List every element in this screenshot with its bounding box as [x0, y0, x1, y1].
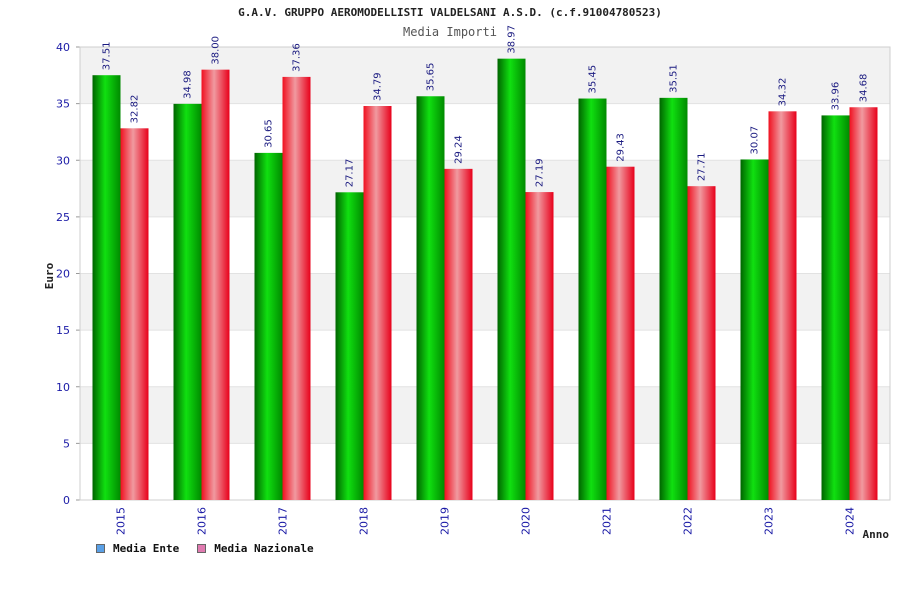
- x-tick-label: 2016: [196, 507, 209, 535]
- y-tick-label: 15: [56, 324, 70, 337]
- y-tick-label: 40: [56, 41, 70, 54]
- bar-media-ente-2021: [578, 98, 607, 500]
- legend-label-media-ente: Media Ente: [113, 542, 180, 555]
- y-tick-label: 5: [63, 437, 70, 450]
- y-axis-label: Euro: [43, 262, 56, 289]
- bar-media-nazionale-2023: [768, 111, 797, 501]
- legend-item-media-nazionale: Media Nazionale: [197, 542, 314, 555]
- bar-media-nazionale-2017: [282, 76, 311, 500]
- bar-media-nazionale-2018: [363, 106, 392, 501]
- chart-title: G.A.V. GRUPPO AEROMODELLISTI VALDELSANI …: [238, 6, 662, 19]
- bar-media-ente-2022: [659, 97, 688, 501]
- legend-label-media-nazionale: Media Nazionale: [214, 542, 314, 555]
- x-tick-label: 2015: [115, 507, 128, 535]
- legend: Media Ente Media Nazionale: [96, 542, 314, 555]
- x-axis-label: Anno: [863, 528, 890, 541]
- y-tick-label: 0: [63, 494, 70, 507]
- data-label: 30.65: [264, 119, 275, 148]
- x-tick-label: 2024: [844, 507, 857, 535]
- chart-subtitle: Media Importi: [403, 25, 497, 39]
- data-label: 27.71: [697, 153, 708, 182]
- legend-swatch-media-nazionale: [197, 544, 207, 553]
- legend-swatch-media-ente: [96, 544, 105, 553]
- data-label: 35.51: [669, 64, 680, 93]
- x-tick-label: 2019: [439, 507, 452, 535]
- data-label: 34.32: [778, 78, 789, 107]
- data-label: 37.51: [102, 42, 113, 71]
- x-tick-label: 2023: [763, 507, 776, 535]
- bar-media-ente-2024: [821, 115, 850, 500]
- x-tick-label: 2020: [520, 507, 533, 535]
- bar-media-nazionale-2021: [606, 166, 635, 500]
- data-label: 37.36: [292, 43, 303, 72]
- y-tick-label: 35: [56, 98, 70, 111]
- x-tick-label: 2021: [601, 507, 614, 535]
- bar-media-ente-2017: [254, 152, 283, 501]
- bar-media-nazionale-2016: [201, 69, 230, 501]
- bar-media-ente-2020: [497, 58, 526, 501]
- data-label: 34.68: [859, 74, 870, 103]
- data-label: 35.65: [426, 63, 437, 92]
- bar-media-nazionale-2015: [120, 128, 149, 500]
- x-tick-label: 2017: [277, 507, 290, 535]
- data-label: 32.82: [130, 95, 141, 124]
- bar-media-nazionale-2020: [525, 192, 554, 501]
- bar-media-ente-2016: [173, 103, 202, 500]
- data-label: 34.79: [373, 72, 384, 101]
- data-label: 34.98: [183, 70, 194, 99]
- data-label: 38.00: [211, 36, 222, 65]
- data-label: 30.07: [750, 126, 761, 155]
- bar-media-nazionale-2022: [687, 186, 716, 500]
- data-label: 33.96: [831, 82, 842, 111]
- bar-media-ente-2018: [335, 192, 364, 500]
- x-tick-label: 2022: [682, 507, 695, 535]
- bar-media-nazionale-2019: [444, 168, 473, 500]
- data-label: 29.43: [616, 133, 627, 162]
- data-label: 29.24: [454, 135, 465, 164]
- bar-media-ente-2019: [416, 96, 445, 501]
- y-tick-label: 10: [56, 381, 70, 394]
- legend-item-media-ente: Media Ente: [96, 542, 179, 555]
- data-label: 27.17: [345, 159, 356, 188]
- bar-media-ente-2023: [740, 159, 769, 500]
- data-label: 35.45: [588, 65, 599, 94]
- plot-frame: [79, 46, 891, 501]
- data-label: 27.19: [535, 158, 546, 187]
- data-label: 38.97: [507, 25, 518, 54]
- bar-media-ente-2015: [92, 75, 121, 500]
- bar-media-nazionale-2024: [849, 107, 878, 501]
- y-tick-label: 20: [56, 268, 70, 281]
- y-tick-label: 25: [56, 211, 70, 224]
- y-tick-label: 30: [56, 154, 70, 167]
- x-tick-label: 2018: [358, 507, 371, 535]
